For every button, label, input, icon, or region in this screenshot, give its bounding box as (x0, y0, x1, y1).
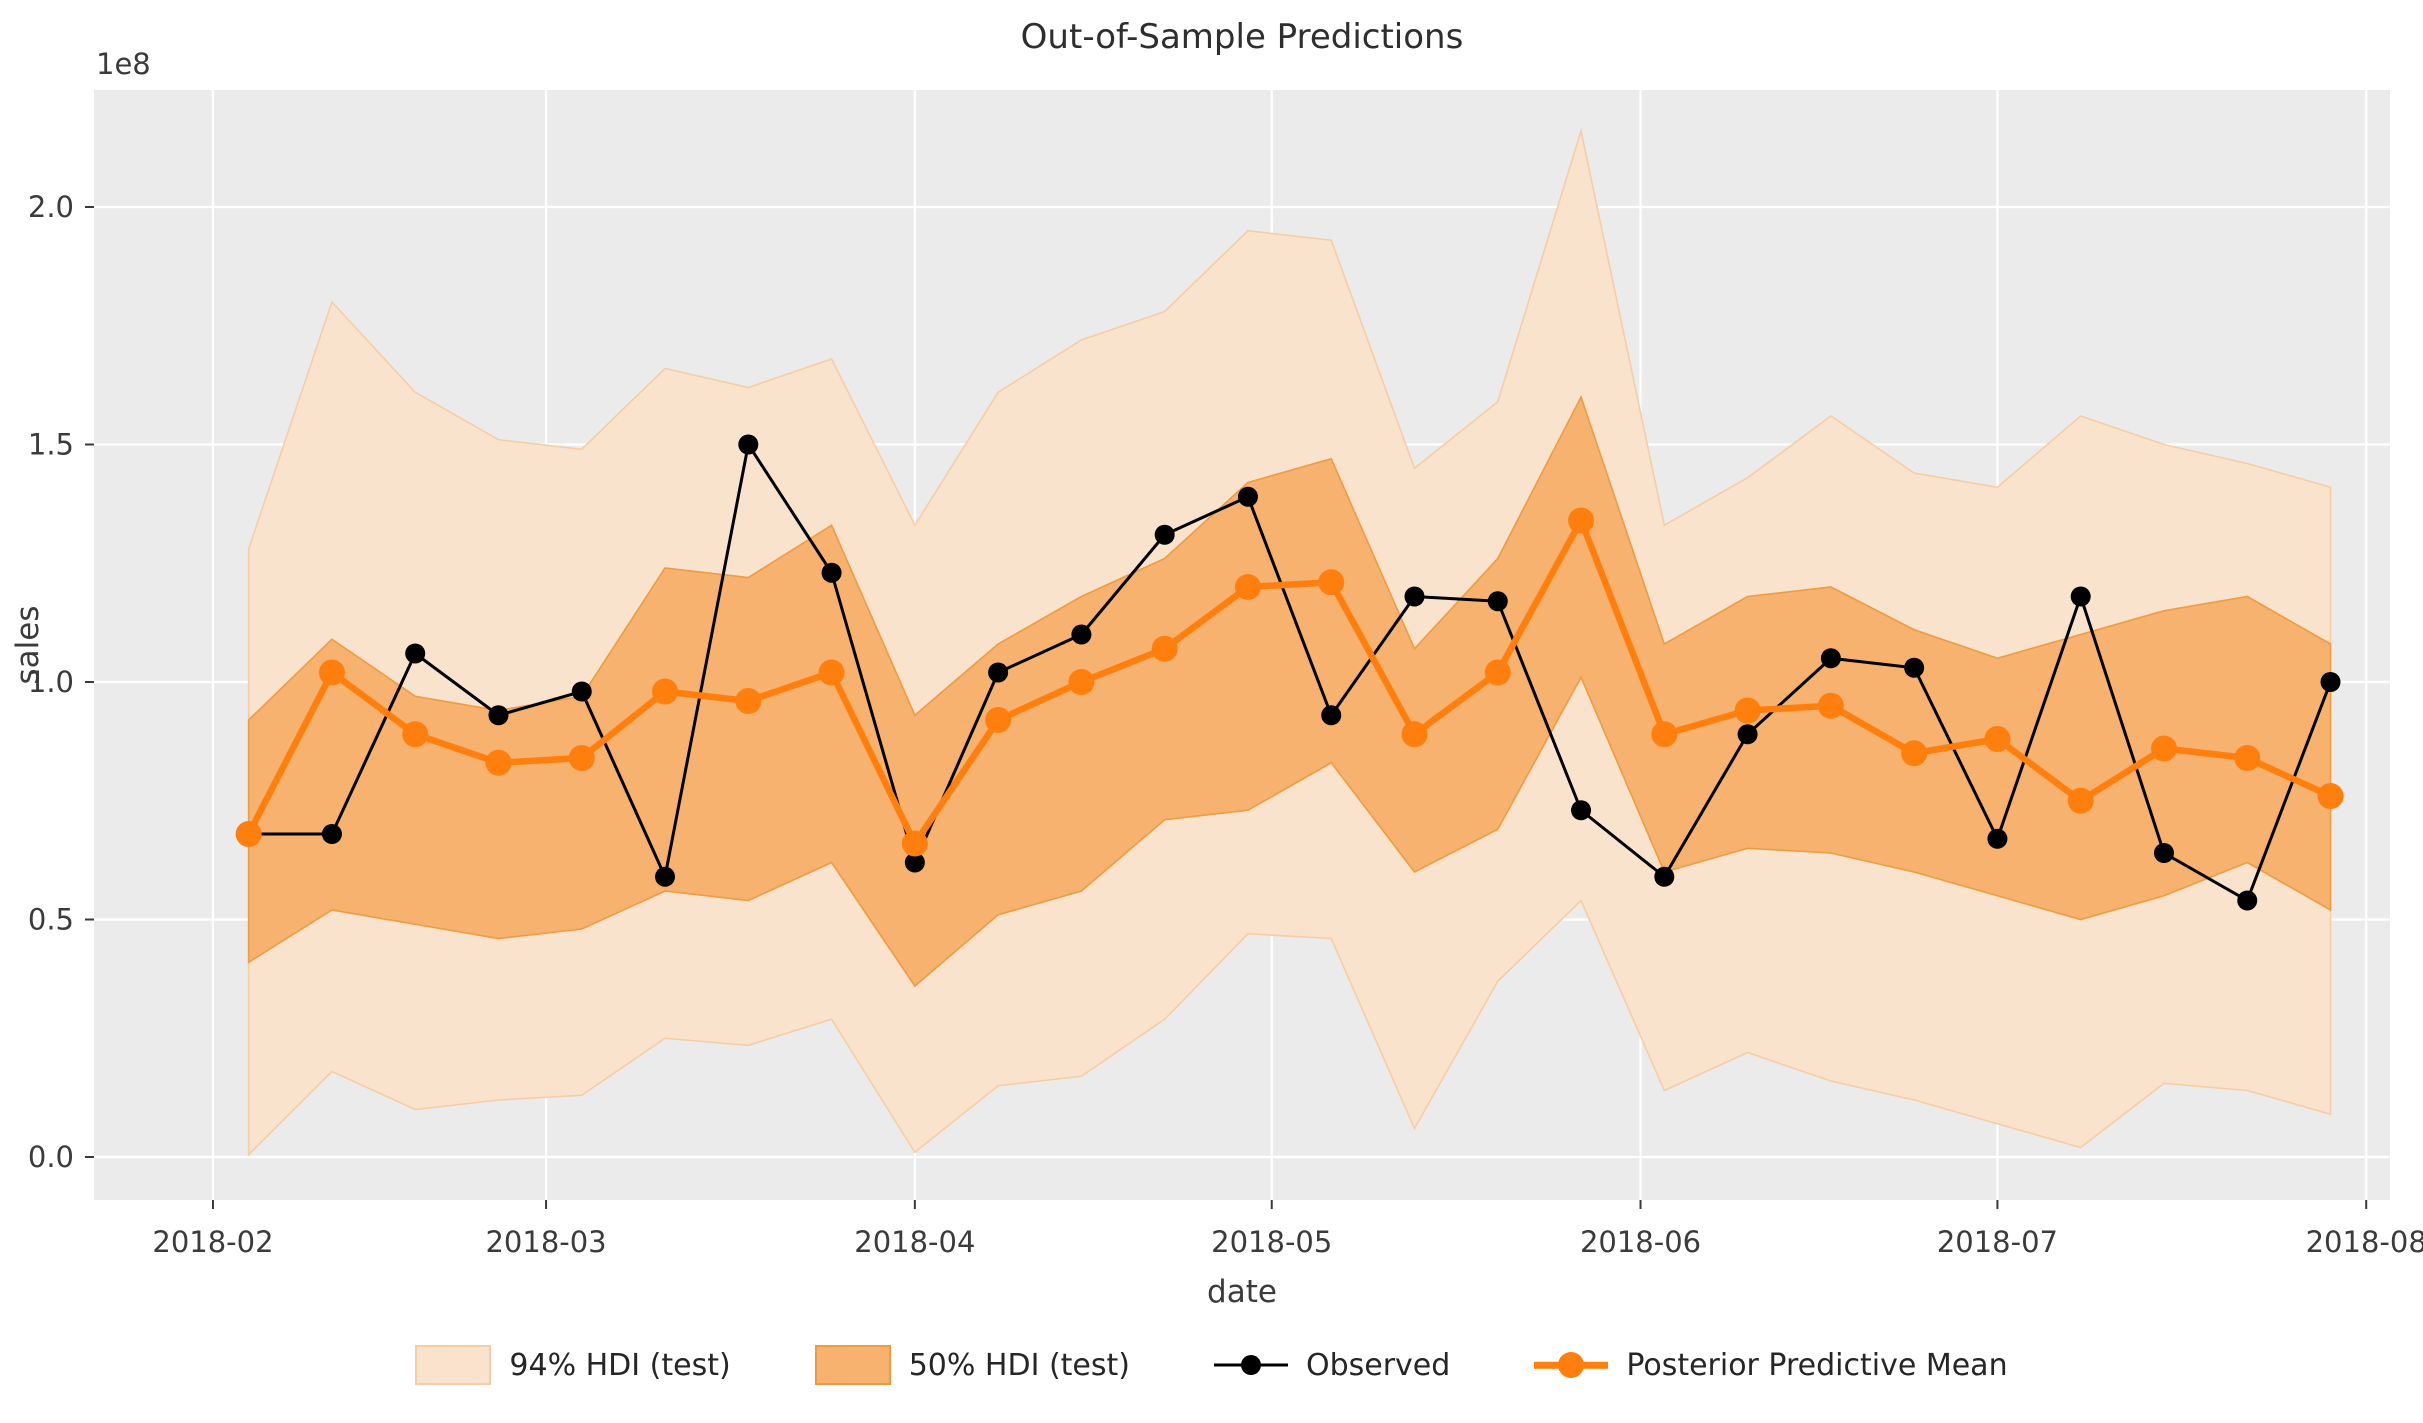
tick-marks (85, 205, 2368, 1209)
legend-item-50-hdi: 50% HDI (test) (814, 1345, 1130, 1385)
x-tick-label: 2018-06 (1580, 1225, 1701, 1259)
hdi-bands (247, 127, 2332, 1157)
x-tick-label: 2018-02 (152, 1225, 273, 1259)
observed-line-marker-icon (1213, 1345, 1288, 1385)
94-hdi-swatch-icon (415, 1345, 492, 1385)
legend-label: Posterior Predictive Mean (1626, 1347, 2008, 1383)
y-tick-label: 0.0 (28, 1140, 74, 1174)
y-tick-label: 2.0 (28, 190, 74, 224)
legend-item-94-hdi: 94% HDI (test) (415, 1345, 731, 1385)
x-tick-label: 2018-05 (1211, 1225, 1332, 1259)
y-offset-label: 1e8 (96, 47, 151, 81)
y-tick-label: 1.5 (28, 427, 74, 461)
legend-label: Observed (1305, 1347, 1451, 1383)
legend-label: 94% HDI (test) (509, 1347, 731, 1383)
posterior-mean-line-marker-icon (1534, 1345, 1609, 1385)
legend-label: 50% HDI (test) (908, 1347, 1130, 1383)
chart-title: Out-of-Sample Predictions (1021, 17, 1464, 57)
y-tick-labels: 0.0 0.5 1.0 1.5 2.0 (28, 190, 74, 1174)
series-lines (235, 434, 2344, 911)
x-tick-label: 2018-07 (1937, 1225, 2058, 1259)
x-tick-label: 2018-03 (485, 1225, 606, 1259)
x-tick-labels: 2018-02 2018-03 2018-04 2018-05 2018-06 2018-… (152, 1225, 2423, 1259)
legend-item-posterior-mean: Posterior Predictive Mean (1534, 1345, 2008, 1385)
x-axis-label: date (1207, 1274, 1277, 1310)
x-tick-label: 2018-04 (854, 1225, 975, 1259)
50-hdi-swatch-icon (814, 1345, 891, 1385)
y-axis-label: sales (10, 606, 46, 685)
legend-item-observed: Observed (1213, 1345, 1451, 1385)
y-tick-label: 0.5 (28, 903, 74, 937)
y-tick-label: 1.0 (28, 665, 74, 699)
x-tick-label: 2018-08 (2306, 1225, 2423, 1259)
legend: 94% HDI (test) 50% HDI (test) Observed P… (0, 1322, 2423, 1408)
